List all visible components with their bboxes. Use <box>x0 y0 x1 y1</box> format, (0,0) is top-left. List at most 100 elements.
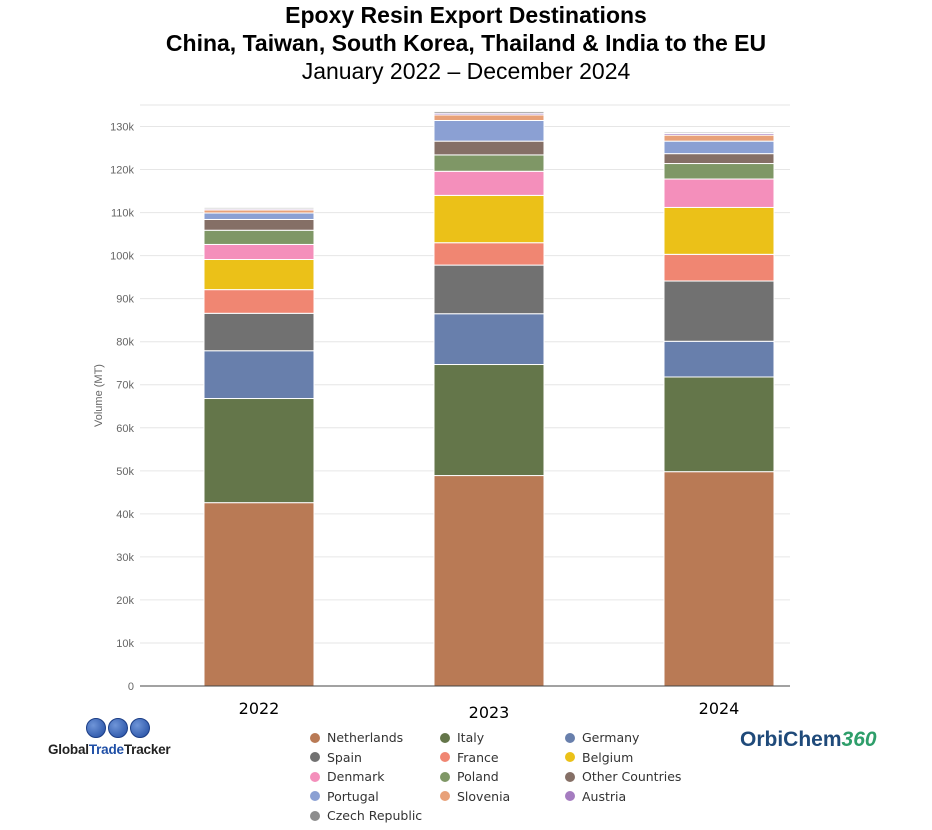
legend-item-germany[interactable]: Germany <box>565 730 639 745</box>
bar-segment-other-countries[interactable] <box>203 218 315 231</box>
y-tick-label: 80k <box>116 337 134 349</box>
bar-segment-poland[interactable] <box>663 163 775 180</box>
bar-segment-netherlands[interactable] <box>433 475 545 687</box>
bar-segment-portugal[interactable] <box>203 212 315 220</box>
orbichem-logo: OrbiChem360 <box>740 728 877 752</box>
bar-segment-italy[interactable] <box>433 364 545 477</box>
legend-item-netherlands[interactable]: Netherlands <box>310 730 403 745</box>
legend-swatch <box>440 752 450 762</box>
legend-swatch <box>440 732 450 743</box>
legend-item-czech-republic[interactable]: Czech Republic <box>310 808 422 823</box>
y-tick-label: 20k <box>116 595 134 607</box>
y-tick-label: 130k <box>110 122 134 134</box>
bar-segment-poland[interactable] <box>433 154 545 172</box>
x-tick-label: 2024 <box>699 699 740 718</box>
chart-subtitle: China, Taiwan, South Korea, Thailand & I… <box>165 30 767 56</box>
y-tick-label: 120k <box>110 165 134 177</box>
legend-swatch <box>565 791 575 801</box>
bar-segment-other-countries[interactable] <box>433 140 545 156</box>
legend-label: Czech Republic <box>327 808 423 823</box>
bar-segment-spain[interactable] <box>203 312 315 352</box>
y-tick-label: 50k <box>116 466 134 478</box>
legend-swatch <box>440 791 450 801</box>
bar-segment-belgium[interactable] <box>663 206 775 255</box>
legend-label: Spain <box>327 749 362 765</box>
bar-segment-denmark[interactable] <box>663 178 775 208</box>
legend-label: Slovenia <box>457 788 511 804</box>
legend-item-other-countries[interactable]: Other Countries <box>565 769 681 784</box>
bar-segment-portugal[interactable] <box>433 119 545 142</box>
legend-swatch <box>310 791 320 801</box>
bar-segment-netherlands[interactable] <box>663 471 775 687</box>
y-tick-label: 70k <box>116 380 134 392</box>
legend-item-poland[interactable]: Poland <box>440 769 499 784</box>
bar-segment-portugal[interactable] <box>663 140 775 155</box>
y-tick-label: 60k <box>116 423 134 435</box>
legend-item-italy[interactable]: Italy <box>440 730 484 745</box>
x-tick-label: 2022 <box>239 699 280 718</box>
bar-segment-germany[interactable] <box>203 350 315 400</box>
legend-swatch <box>310 752 320 762</box>
bar-segment-denmark[interactable] <box>203 243 315 261</box>
legend-swatch <box>440 771 450 782</box>
bar-segment-belgium[interactable] <box>433 194 545 244</box>
legend-swatch <box>565 752 575 762</box>
legend-label: Denmark <box>327 769 385 784</box>
legend-swatch <box>565 732 575 743</box>
bar-segment-belgium[interactable] <box>203 259 315 291</box>
logo-text-tracker: Tracker <box>123 742 171 757</box>
legend-swatch <box>310 810 320 821</box>
stacked-bar-chart: 0 10k 20k 30k 40k 50k 60k 70k 80k 90k 100k 110k 120k… <box>93 104 790 722</box>
y-tick-label: 30k <box>116 552 134 564</box>
legend-swatch <box>310 771 320 782</box>
bar-segment-czech-republic[interactable] <box>663 131 775 134</box>
bar-segment-germany[interactable] <box>663 340 775 378</box>
legend-item-slovenia[interactable]: Slovenia <box>440 789 510 804</box>
legend-label: Austria <box>582 788 627 804</box>
bar-segment-france[interactable] <box>433 242 545 266</box>
bar-segment-france[interactable] <box>663 253 775 282</box>
legend-swatch <box>565 771 575 782</box>
legend-item-france[interactable]: France <box>440 750 499 765</box>
y-axis-label: Volume (MT) <box>93 364 105 427</box>
bar-segment-czech-republic[interactable] <box>433 110 545 114</box>
legend-item-portugal[interactable]: Portugal <box>310 789 379 804</box>
y-tick-label: 90k <box>116 294 134 306</box>
legend-label: Other Countries <box>582 769 682 784</box>
y-tick-label: 40k <box>116 509 134 521</box>
bar-segment-france[interactable] <box>203 289 315 314</box>
bar-segment-italy[interactable] <box>203 398 315 504</box>
logo-text-360: 360 <box>841 728 877 751</box>
legend-item-austria[interactable]: Austria <box>565 789 626 804</box>
bar-segment-germany[interactable] <box>433 313 545 366</box>
bar-segment-italy[interactable] <box>663 376 775 473</box>
logo-text-orbichem: OrbiChem <box>740 728 842 751</box>
bar-segment-other-countries[interactable] <box>663 153 775 165</box>
bar-segment-czech-republic[interactable] <box>203 206 315 210</box>
legend-item-belgium[interactable]: Belgium <box>565 750 633 765</box>
chart-date-range: January 2022 – December 2024 <box>301 58 631 84</box>
global-trade-tracker-logo: GlobalTradeTracker <box>48 716 198 766</box>
bar-segment-slovenia[interactable] <box>663 134 775 142</box>
bar-segment-slovenia[interactable] <box>433 114 545 121</box>
legend-label: Belgium <box>582 749 634 765</box>
globe-icon <box>86 718 150 738</box>
logo-text-trade: Trade <box>88 742 124 757</box>
legend-label: Portugal <box>327 788 379 804</box>
legend-swatch <box>310 732 320 743</box>
bar-segment-poland[interactable] <box>203 229 315 245</box>
chart-legend: Netherlands Italy Germany Spain France Belgiu… <box>310 730 730 830</box>
y-tick-label: 10k <box>116 638 134 650</box>
bar-segment-denmark[interactable] <box>433 170 545 196</box>
legend-label: France <box>457 749 499 765</box>
logo-text-global: Global <box>48 742 89 757</box>
bar-segment-spain[interactable] <box>663 280 775 342</box>
y-tick-label: 0 <box>128 681 134 693</box>
legend-item-denmark[interactable]: Denmark <box>310 769 384 784</box>
legend-label: Germany <box>582 730 640 745</box>
bar-segment-spain[interactable] <box>433 264 545 315</box>
bar-segment-netherlands[interactable] <box>203 502 315 687</box>
x-tick-label: 2023 <box>469 703 510 722</box>
legend-label: Netherlands <box>327 730 404 745</box>
legend-item-spain[interactable]: Spain <box>310 750 362 765</box>
